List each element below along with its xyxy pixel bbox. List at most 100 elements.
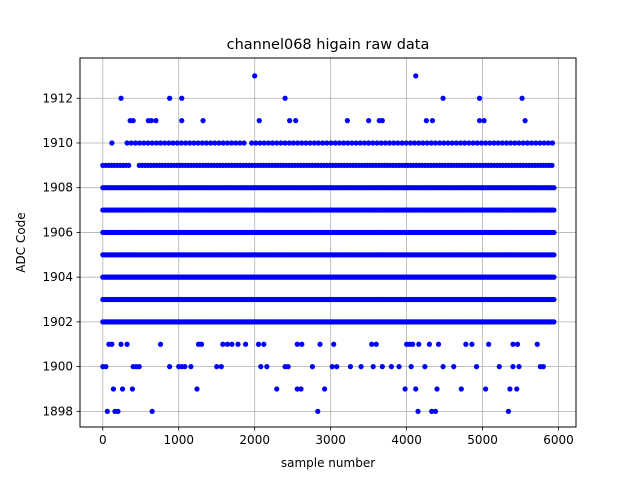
data-point <box>435 341 442 347</box>
data-point <box>321 386 328 392</box>
data-point <box>198 341 205 347</box>
data-point <box>264 364 270 370</box>
plot-area <box>80 58 576 427</box>
data-point <box>551 274 557 280</box>
data-point <box>103 364 109 370</box>
data-point <box>551 296 557 303</box>
data-point <box>551 207 557 213</box>
data-point <box>137 140 143 146</box>
data-point <box>508 140 514 146</box>
data-point <box>332 140 338 146</box>
data-point <box>470 140 476 146</box>
data-point <box>336 140 342 146</box>
data-point <box>252 73 258 79</box>
x-tick-label: 3000 <box>315 433 346 447</box>
data-point <box>395 140 401 146</box>
data-point <box>179 95 185 101</box>
data-point <box>110 386 117 392</box>
data-point <box>278 140 284 146</box>
data-point <box>214 364 220 370</box>
data-point <box>317 341 323 347</box>
data-point <box>257 140 263 146</box>
data-point <box>228 140 235 146</box>
data-point <box>182 140 189 146</box>
data-point <box>104 408 110 414</box>
data-point <box>379 118 385 124</box>
data-point <box>311 140 317 146</box>
data-point <box>505 408 511 414</box>
data-point <box>324 140 330 146</box>
data-point <box>299 341 305 347</box>
data-point <box>274 140 280 146</box>
data-point <box>413 73 419 79</box>
data-point <box>320 140 326 146</box>
data-point <box>153 118 159 124</box>
data-point <box>486 341 492 347</box>
data-point <box>124 341 130 347</box>
data-point <box>124 140 130 146</box>
data-point <box>369 341 375 347</box>
data-point <box>224 341 230 347</box>
data-point <box>422 364 428 370</box>
x-tick-label: 0 <box>99 433 107 447</box>
data-point <box>274 386 280 392</box>
data-point <box>118 95 124 101</box>
data-point <box>334 364 340 370</box>
data-point <box>235 341 241 347</box>
data-point <box>434 386 440 392</box>
data-point <box>282 95 288 101</box>
data-points <box>100 73 557 414</box>
data-point <box>174 140 180 146</box>
data-point <box>329 364 335 370</box>
y-tick-label: 1904 <box>42 270 73 284</box>
data-point <box>520 140 526 146</box>
x-tick-label: 4000 <box>391 433 422 447</box>
data-point <box>170 140 176 146</box>
data-point <box>188 364 194 370</box>
data-point <box>413 386 419 392</box>
data-point <box>370 140 376 146</box>
data-point <box>282 140 288 146</box>
y-tick-label: 1906 <box>42 225 73 239</box>
data-point <box>426 341 432 347</box>
data-point <box>437 140 443 146</box>
data-point <box>551 229 557 236</box>
data-point <box>496 364 502 370</box>
data-point <box>449 140 455 146</box>
data-point <box>541 140 547 146</box>
data-point <box>287 118 293 124</box>
data-point <box>195 140 201 146</box>
data-point <box>440 364 446 370</box>
data-point <box>524 140 530 146</box>
data-point <box>224 140 230 146</box>
data-point <box>415 408 421 414</box>
data-point <box>307 140 313 146</box>
data-point <box>388 364 395 370</box>
data-point <box>233 140 239 146</box>
data-point <box>261 341 267 347</box>
data-point <box>440 95 446 101</box>
data-point <box>145 140 151 146</box>
data-point <box>533 140 539 146</box>
data-point <box>286 140 292 146</box>
data-point <box>474 140 480 146</box>
data-point <box>516 364 522 370</box>
data-point <box>507 386 513 392</box>
data-point <box>167 95 173 101</box>
data-point <box>157 341 164 347</box>
data-point <box>298 386 304 392</box>
data-point <box>432 140 439 146</box>
data-point <box>429 118 436 124</box>
data-point <box>295 140 301 146</box>
data-point <box>476 95 483 101</box>
data-point <box>357 140 363 146</box>
data-point <box>549 140 556 146</box>
data-point <box>179 118 185 124</box>
data-point <box>249 140 255 146</box>
data-point <box>416 341 422 347</box>
data-point <box>370 364 376 370</box>
data-point <box>423 118 429 124</box>
data-point <box>162 140 168 146</box>
x-tick-label: 2000 <box>239 433 270 447</box>
data-point <box>408 364 414 370</box>
